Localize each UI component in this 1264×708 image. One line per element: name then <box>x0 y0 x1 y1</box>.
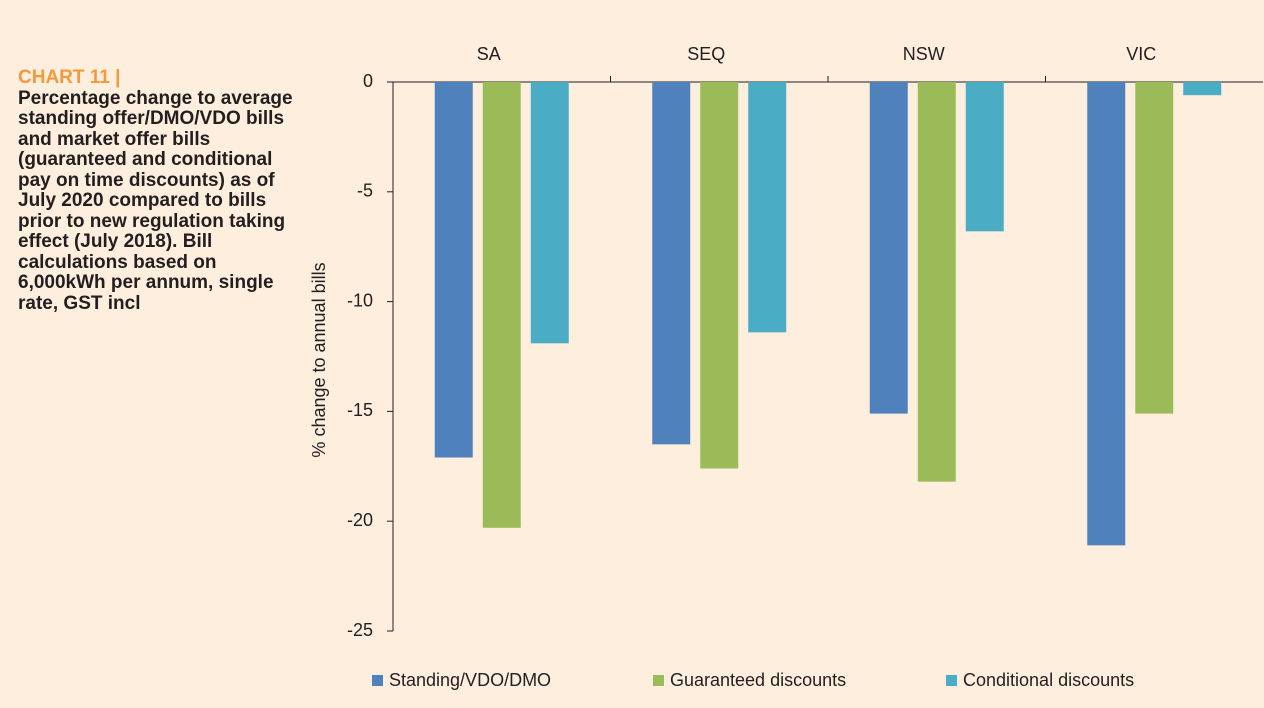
x-tick-label: VIC <box>1126 44 1156 64</box>
bar <box>700 82 739 469</box>
legend-label: Standing/VDO/DMO <box>389 670 551 690</box>
chart-caption: CHART 11 | Percentage change to average … <box>18 67 303 314</box>
y-tick-label: -5 <box>357 181 373 201</box>
x-tick-label: NSW <box>903 44 945 64</box>
y-tick-label: 0 <box>363 71 373 91</box>
chart-title: Percentage change to average standing of… <box>18 87 293 314</box>
legend-swatch <box>946 675 957 686</box>
legend-label: Guaranteed discounts <box>670 670 846 690</box>
x-tick-label: SEQ <box>687 44 725 64</box>
bar <box>530 82 569 344</box>
bar <box>1183 82 1222 96</box>
bar <box>1087 82 1126 546</box>
x-tick-label: SA <box>477 44 501 64</box>
bar <box>748 82 787 333</box>
bar <box>917 82 956 482</box>
bar <box>482 82 521 528</box>
legend-swatch <box>653 675 664 686</box>
bar <box>652 82 691 445</box>
bar <box>434 82 473 458</box>
y-axis-label: % change to annual bills <box>309 262 329 457</box>
y-tick-label: -25 <box>347 620 373 640</box>
y-tick-label: -20 <box>347 510 373 530</box>
legend-swatch <box>372 675 383 686</box>
bar <box>869 82 908 414</box>
legend-label: Conditional discounts <box>963 670 1134 690</box>
y-tick-label: -15 <box>347 400 373 420</box>
y-tick-label: -10 <box>347 290 373 310</box>
chart-number: CHART 11 | <box>18 67 121 88</box>
bar <box>965 82 1004 232</box>
bar <box>1135 82 1174 414</box>
